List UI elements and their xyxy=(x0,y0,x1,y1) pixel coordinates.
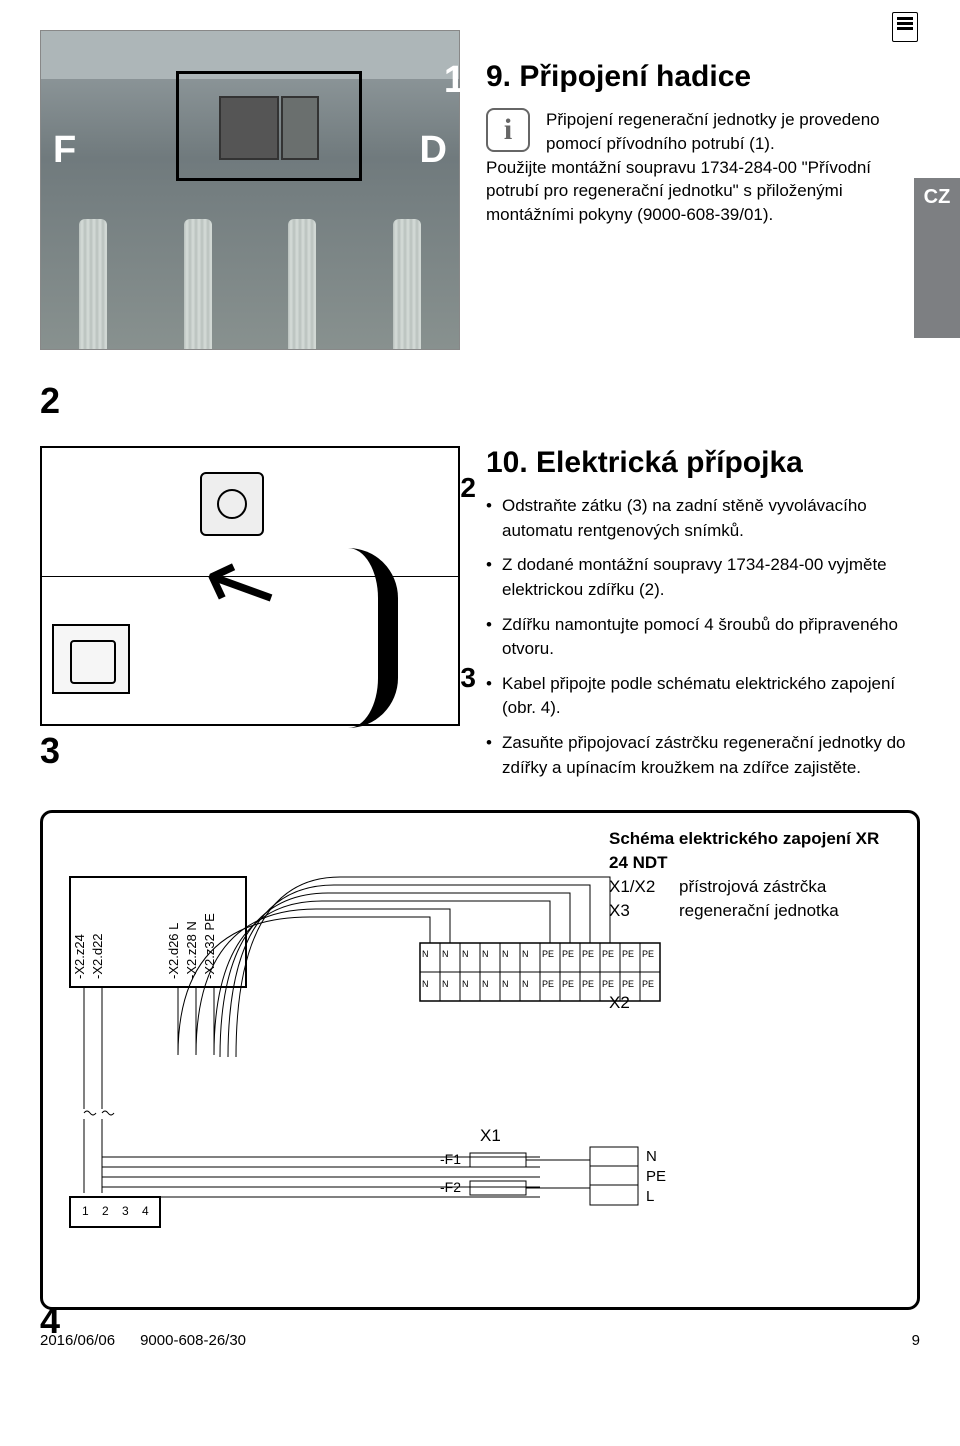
section-9-para2: Použijte montážní soupravu 1734-284-00 "… xyxy=(486,156,920,227)
footer-code: 9000-608-26/30 xyxy=(140,1332,246,1349)
svg-text:PE: PE xyxy=(602,979,614,989)
footer: 2016/06/06 9000-608-26/30 9 xyxy=(0,1322,960,1369)
svg-text:4: 4 xyxy=(142,1204,149,1218)
svg-text:L: L xyxy=(646,1188,654,1205)
figure-number-4: 4 xyxy=(40,1300,60,1342)
section-9-info-para: Připojení regenerační jednotky je proved… xyxy=(546,108,920,156)
svg-text:N: N xyxy=(442,949,449,959)
figure-1-container: F D 1 xyxy=(40,30,460,350)
svg-text:PE: PE xyxy=(646,1168,666,1185)
section-10-item: Zasuňte připojovací zástrčku regenerační… xyxy=(486,731,920,780)
svg-text:PE: PE xyxy=(642,949,654,959)
schematic-svg: -X2.z24 -X2.d22 -X2.d26 L -X2.z28 N -X2.… xyxy=(67,857,893,1237)
svg-text:N: N xyxy=(522,979,529,989)
footer-page: 9 xyxy=(912,1332,920,1349)
svg-text:3: 3 xyxy=(122,1204,129,1218)
svg-text:-X2.d26 L: -X2.d26 L xyxy=(166,923,181,979)
svg-text:PE: PE xyxy=(622,949,634,959)
doc-icon xyxy=(892,12,918,42)
section-10-title: 10. Elektrická přípojka xyxy=(486,446,920,480)
fig1-label-D: D xyxy=(420,129,447,172)
svg-text:PE: PE xyxy=(602,949,614,959)
svg-text:-F1: -F1 xyxy=(440,1151,461,1167)
svg-text:N: N xyxy=(646,1148,657,1165)
svg-text:N: N xyxy=(442,979,449,989)
svg-text:PE: PE xyxy=(542,949,554,959)
svg-text:PE: PE xyxy=(562,949,574,959)
fig1-label-F: F xyxy=(53,129,76,172)
page: F D 1 9. Připojení hadice i Připojení re… xyxy=(0,0,960,1310)
figure-1-photo: F D 1 xyxy=(40,30,460,350)
section-10-list: Odstraňte zátku (3) na zadní stěně vyvol… xyxy=(486,494,920,780)
fig1-label-1: 1 xyxy=(444,59,465,102)
figure-2-diagram: ↖ 2 3 xyxy=(40,446,460,726)
section-10-item: Kabel připojte podle schématu elektrické… xyxy=(486,672,920,721)
svg-text:N: N xyxy=(502,949,509,959)
section-10-item: Odstraňte zátku (3) na zadní stěně vyvol… xyxy=(486,494,920,543)
section-10-item: Z dodané montážní soupravy 1734-284-00 v… xyxy=(486,553,920,602)
svg-text:PE: PE xyxy=(582,979,594,989)
svg-text:-X2.z32 PE: -X2.z32 PE xyxy=(202,913,217,979)
svg-text:-X2.d22: -X2.d22 xyxy=(90,934,105,980)
svg-text:-X2.z24: -X2.z24 xyxy=(72,935,87,980)
figure-4-container: Schéma elektrického zapojení XR 24 NDT X… xyxy=(40,810,920,1310)
svg-text:N: N xyxy=(502,979,509,989)
svg-text:1: 1 xyxy=(82,1204,89,1218)
language-tab: CZ xyxy=(914,178,960,338)
svg-text:N: N xyxy=(482,949,489,959)
svg-text:2: 2 xyxy=(102,1204,109,1218)
section-10-text: 10. Elektrická přípojka Odstraňte zátku … xyxy=(486,446,920,790)
figure-number-2: 2 xyxy=(40,380,60,422)
svg-text:-F2: -F2 xyxy=(440,1179,461,1195)
section-9-title: 9. Připojení hadice xyxy=(486,60,920,94)
row-1: F D 1 9. Připojení hadice i Připojení re… xyxy=(40,30,920,350)
svg-text:N: N xyxy=(522,949,529,959)
svg-text:N: N xyxy=(462,949,469,959)
row-2: ↖ 2 3 10. Elektrická přípojka Odstraňte … xyxy=(40,446,920,790)
svg-text:N: N xyxy=(422,979,429,989)
fig2-label-3: 3 xyxy=(460,662,476,694)
info-icon: i xyxy=(486,108,530,152)
svg-text:N: N xyxy=(422,949,429,959)
svg-text:PE: PE xyxy=(582,949,594,959)
figure-number-3: 3 xyxy=(40,730,60,772)
svg-text:N: N xyxy=(482,979,489,989)
svg-text:PE: PE xyxy=(562,979,574,989)
svg-text:N: N xyxy=(462,979,469,989)
schematic-frame: Schéma elektrického zapojení XR 24 NDT X… xyxy=(40,810,920,1310)
section-9-text: 9. Připojení hadice i Připojení regenera… xyxy=(486,30,920,350)
svg-text:PE: PE xyxy=(642,979,654,989)
svg-text:PE: PE xyxy=(542,979,554,989)
fig2-label-2: 2 xyxy=(460,472,476,504)
svg-text:PE: PE xyxy=(622,979,634,989)
svg-text:X1: X1 xyxy=(480,1126,501,1145)
section-10-item: Zdířku namontujte pomocí 4 šroubů do při… xyxy=(486,613,920,662)
